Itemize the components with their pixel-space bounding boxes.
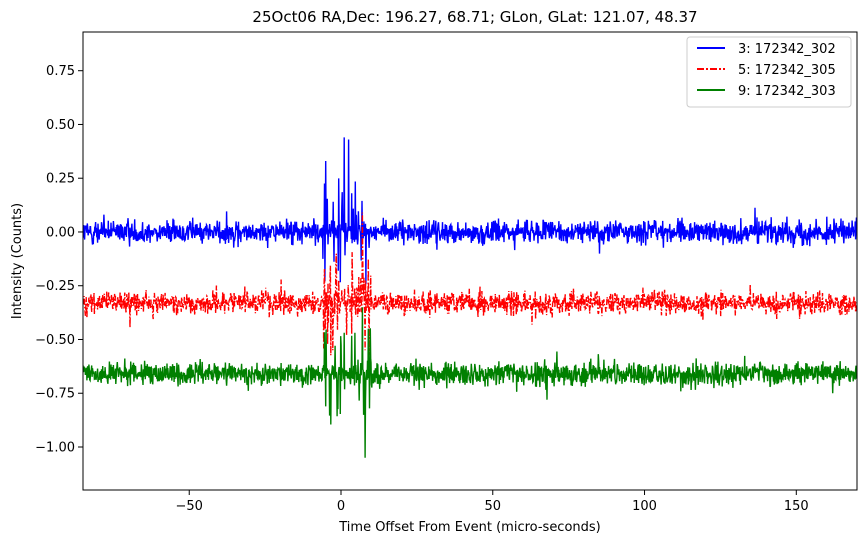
y-tick-label: 0.25 xyxy=(46,172,75,187)
legend: 3: 172342_302 5: 172342_305 9: 172342_303 xyxy=(686,36,852,108)
series-line-0 xyxy=(83,137,857,285)
x-axis-label: Time Offset From Event (micro-seconds) xyxy=(338,520,601,535)
x-tick-label: 150 xyxy=(784,499,809,514)
y-tick-label: 0.50 xyxy=(46,118,75,133)
legend-label-1: 5: 172342_305 xyxy=(738,63,836,78)
y-axis-label: Intensity (Counts) xyxy=(10,203,25,319)
plot-frame xyxy=(82,31,858,491)
x-tick-label: 50 xyxy=(484,499,501,514)
series-line-2 xyxy=(83,307,857,458)
y-tick-label: −0.75 xyxy=(35,387,75,402)
legend-label-2: 9: 172342_303 xyxy=(738,84,836,99)
y-tick-label: 0.00 xyxy=(46,225,75,240)
x-tick-label: −50 xyxy=(176,499,203,514)
y-tick-label: −0.25 xyxy=(35,279,75,294)
legend-box xyxy=(686,36,852,108)
x-tick-label: 100 xyxy=(632,499,657,514)
y-tick-label: −1.00 xyxy=(35,440,75,455)
y-tick-label: 0.75 xyxy=(46,64,75,79)
x-tick-label: 0 xyxy=(337,499,345,514)
legend-label-0: 3: 172342_302 xyxy=(738,42,836,57)
y-axis: 0.75 0.50 0.25 0.00 −0.25 −0.50 −0.75 −1.00 xyxy=(35,64,83,455)
series-line-1 xyxy=(83,212,857,356)
y-tick-label: −0.50 xyxy=(35,333,75,348)
x-axis: −50 0 50 100 150 xyxy=(176,490,809,514)
series-layer xyxy=(83,137,857,458)
chart-title: 25Oct06 RA,Dec: 196.27, 68.71; GLon, GLa… xyxy=(252,8,697,26)
